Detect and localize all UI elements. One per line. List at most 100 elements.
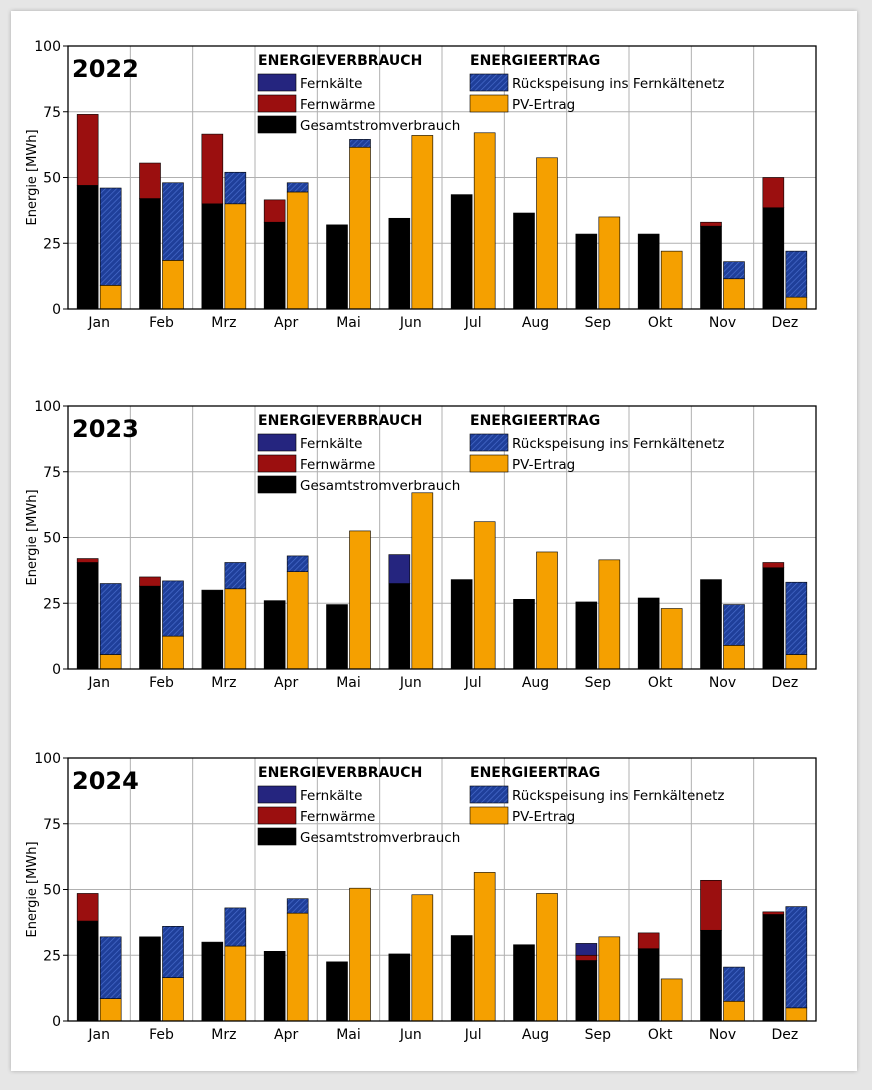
x-tick-label: Mai xyxy=(336,315,361,331)
bar-verbrauch-Mrz xyxy=(201,133,224,205)
legend-label-fernwaerme: Fernwärme xyxy=(300,809,375,825)
bar-ertrag-Mrz xyxy=(224,907,247,947)
x-tick-label: Dez xyxy=(771,315,798,331)
legend-swatch-fernwaerme xyxy=(257,454,297,473)
legend: ENERGIEVERBRAUCH ENERGIEERTRAG Fernkälte Fe… xyxy=(257,413,725,494)
legend-swatch-pv xyxy=(469,806,509,825)
x-tick-label: Jun xyxy=(399,315,422,331)
bar-ertrag-Apr xyxy=(286,555,309,572)
x-tick-label: Feb xyxy=(149,675,174,691)
x-tick-label: Aug xyxy=(522,1027,549,1043)
bar-ertrag-Dez xyxy=(785,906,808,1009)
bar-ertrag-Nov xyxy=(723,261,745,280)
bar-verbrauch-Aug xyxy=(513,212,535,310)
legend-ertrag-title: ENERGIEERTRAG xyxy=(470,765,600,781)
legend-swatch-fernwaerme xyxy=(257,94,297,113)
bar-verbrauch-Dez xyxy=(762,562,785,569)
legend: ENERGIEVERBRAUCH ENERGIEERTRAG Fernkälte Fe… xyxy=(257,53,725,134)
legend-swatch-rueckspeisung xyxy=(469,73,509,92)
bar-verbrauch-Feb xyxy=(139,162,161,199)
bar-verbrauch-Nov xyxy=(700,221,722,227)
bar-ertrag-Feb xyxy=(162,580,184,637)
bar-ertrag-Apr xyxy=(286,912,309,1022)
legend-label-fernkaelte: Fernkälte xyxy=(300,436,362,452)
bar-ertrag-Jan xyxy=(99,936,122,999)
legend-swatch-fernkaelte xyxy=(257,73,297,92)
bar-verbrauch-Nov xyxy=(700,929,722,1022)
bar-verbrauch-Apr xyxy=(263,221,286,310)
legend-label-gesamtstrom: Gesamtstromverbrauch xyxy=(300,830,460,846)
y-tick-label: 100 xyxy=(34,751,61,767)
bar-ertrag-Mrz xyxy=(224,562,247,590)
legend-verbrauch-title: ENERGIEVERBRAUCH xyxy=(258,413,422,429)
chart-2024: Jan Feb Mrz Apr Mai Jun Jul Aug Sep Okt Nov Dez 0 25 5… xyxy=(25,751,817,1043)
x-tick-label: Apr xyxy=(274,315,298,331)
legend-swatch-gesamtstrom xyxy=(257,115,297,134)
y-tick-label: 75 xyxy=(43,817,61,833)
bar-ertrag-Apr xyxy=(286,191,309,310)
bar-ertrag-Okt xyxy=(660,978,683,1022)
bar-ertrag-Jan xyxy=(99,654,122,670)
bar-ertrag-Aug xyxy=(536,893,558,1022)
legend-label-fernkaelte: Fernkälte xyxy=(300,788,362,804)
bar-ertrag-Mrz xyxy=(224,588,247,670)
y-tick-label: 100 xyxy=(34,399,61,415)
bar-verbrauch-Jan xyxy=(76,893,99,922)
x-tick-label: Jul xyxy=(464,675,482,691)
bar-ertrag-Dez xyxy=(785,654,808,670)
bar-ertrag-Feb xyxy=(162,260,184,310)
bar-verbrauch-Jun xyxy=(388,583,411,670)
y-tick-label: 75 xyxy=(43,105,61,121)
bar-ertrag-Nov xyxy=(723,278,745,310)
chart-title: 2024 xyxy=(72,767,139,795)
legend-label-pv: PV-Ertrag xyxy=(512,457,575,473)
bar-verbrauch-Okt xyxy=(637,597,660,670)
legend-swatch-pv xyxy=(469,94,509,113)
bar-ertrag-Sep xyxy=(598,936,621,1022)
legend-label-rueckspeisung: Rückspeisung ins Fernkältenetz xyxy=(512,788,725,804)
bar-ertrag-Nov xyxy=(723,645,745,670)
x-tick-label: Dez xyxy=(771,675,798,691)
bar-ertrag-Jan xyxy=(99,583,122,655)
bar-ertrag-Feb xyxy=(162,182,184,261)
bar-ertrag-Nov xyxy=(723,966,745,1002)
bar-ertrag-Jul xyxy=(473,872,496,1022)
bar-ertrag-Sep xyxy=(598,559,621,670)
bar-verbrauch-Feb xyxy=(139,198,161,310)
bar-ertrag-Jul xyxy=(473,521,496,670)
x-tick-label: Feb xyxy=(149,1027,174,1043)
bar-ertrag-Apr xyxy=(286,898,309,914)
bar-verbrauch-Okt xyxy=(637,932,660,949)
bar-verbrauch-Sep xyxy=(575,943,598,956)
bar-verbrauch-Okt xyxy=(637,948,660,1022)
bar-verbrauch-Dez xyxy=(762,567,785,670)
bar-ertrag-Feb xyxy=(162,977,184,1022)
legend-label-gesamtstrom: Gesamtstromverbrauch xyxy=(300,478,460,494)
bar-ertrag-Jun xyxy=(411,135,434,310)
bar-ertrag-Jul xyxy=(473,132,496,310)
bar-verbrauch-Jul xyxy=(450,935,473,1022)
x-tick-label: Nov xyxy=(709,315,736,331)
bar-ertrag-Apr xyxy=(286,182,309,193)
bar-verbrauch-Apr xyxy=(263,199,286,223)
bar-verbrauch-Aug xyxy=(513,944,535,1022)
bar-verbrauch-Mai xyxy=(326,224,348,310)
x-tick-label: Nov xyxy=(709,675,736,691)
bar-verbrauch-Jul xyxy=(450,194,473,310)
chart-2023: Jan Feb Mrz Apr Mai Jun Jul Aug Sep Okt Nov Dez 0 25 5… xyxy=(25,399,817,691)
bar-verbrauch-Feb xyxy=(139,936,161,1022)
bar-verbrauch-Apr xyxy=(263,600,286,670)
legend-label-pv: PV-Ertrag xyxy=(512,97,575,113)
bar-ertrag-Aug xyxy=(536,157,558,310)
bar-verbrauch-Jul xyxy=(450,579,473,670)
x-tick-label: Okt xyxy=(648,675,673,691)
x-tick-label: Feb xyxy=(149,315,174,331)
bar-verbrauch-Jan xyxy=(76,185,99,310)
x-tick-label: Okt xyxy=(648,1027,673,1043)
legend-swatch-fernkaelte xyxy=(257,433,297,452)
legend: ENERGIEVERBRAUCH ENERGIEERTRAG Fernkälte Fe… xyxy=(257,765,725,846)
legend-swatch-fernkaelte xyxy=(257,785,297,804)
bar-verbrauch-Sep xyxy=(575,960,598,1022)
x-tick-label: Sep xyxy=(585,315,612,331)
bar-ertrag-Sep xyxy=(598,216,621,310)
